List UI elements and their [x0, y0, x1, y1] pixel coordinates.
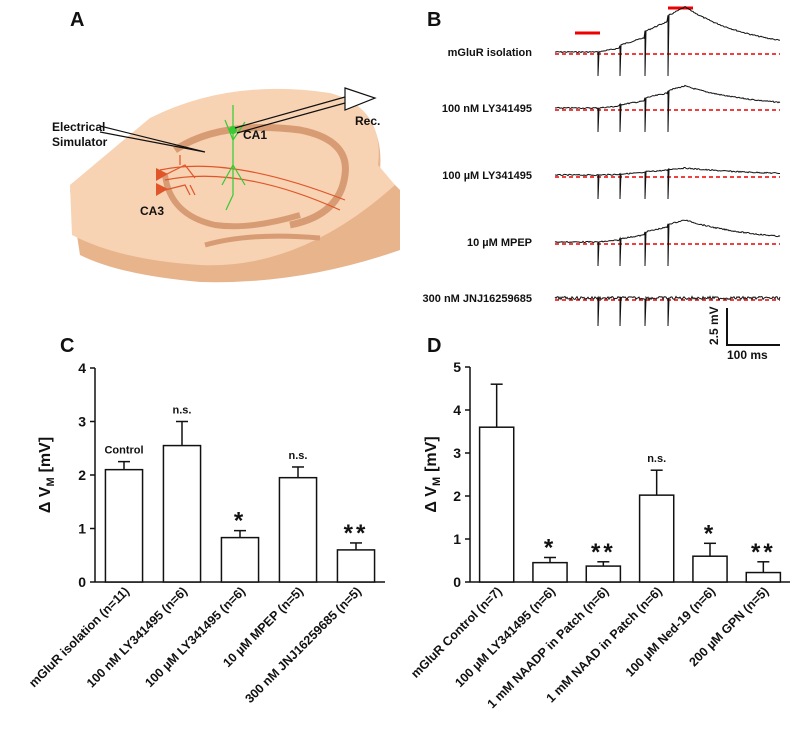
y-tick-label: 4: [78, 360, 86, 376]
bar: [104, 468, 144, 583]
panel-label: C: [60, 335, 74, 357]
bar: [278, 476, 318, 583]
bar: [478, 426, 515, 583]
region-label: CA3: [140, 204, 164, 218]
annotation: *: [704, 520, 716, 547]
y-label-part: M: [431, 477, 443, 486]
y-tick-label: 1: [453, 531, 461, 547]
y-axis-label: Δ VM [mV]: [37, 437, 57, 513]
annotation: n.s.: [173, 405, 192, 417]
fissure: [204, 233, 321, 248]
bar: [336, 549, 376, 583]
trace-label: 300 nM JNJ16259685: [423, 293, 532, 305]
ca3-neuron: [156, 168, 168, 181]
bar: [162, 444, 202, 583]
annotation: Control: [104, 445, 143, 457]
panel-label: B: [427, 9, 441, 31]
y-tick-label: 0: [78, 574, 86, 590]
stimulator-label: Electrical: [52, 120, 105, 134]
y-label-part: Δ V: [37, 486, 54, 513]
scale-bar: [726, 308, 780, 346]
x-tick-label: mGluR Control (n=7): [408, 584, 505, 681]
trace-label: 10 µM MPEP: [467, 237, 532, 249]
trace-label: 100 µM LY341495: [442, 170, 532, 182]
trace: [554, 295, 781, 327]
scale-label: 100 ms: [727, 348, 768, 362]
annotation: **: [344, 520, 369, 547]
region-label: CA1: [243, 128, 267, 142]
scale-label: 2.5 mV: [707, 306, 721, 345]
y-axis-label: Δ VM [mV]: [423, 436, 443, 512]
pyramidal-layer: [173, 124, 349, 229]
x-tick-label: 100 nM LY341495 (n=6): [84, 584, 190, 690]
recording-label: Rec.: [355, 114, 380, 128]
bar: [638, 494, 675, 583]
annotation: **: [751, 539, 776, 566]
trace: [554, 84, 781, 133]
panel-label: D: [427, 335, 441, 357]
y-tick-label: 0: [453, 574, 461, 590]
y-tick-label: 1: [78, 521, 86, 537]
y-tick-label: 2: [453, 488, 461, 504]
y-label-part: Δ V: [423, 486, 440, 513]
bar: [692, 555, 728, 583]
bar: [220, 536, 260, 583]
bar: [532, 561, 568, 583]
y-tick-label: 4: [453, 402, 461, 418]
ca3-neuron: [156, 183, 168, 196]
trace-label: mGluR isolation: [448, 47, 533, 59]
amplifier: [344, 87, 377, 111]
stimulator-label: Simulator: [52, 135, 108, 149]
trace: [554, 6, 781, 77]
trace-label: 100 nM LY341495: [442, 103, 532, 115]
y-tick-label: 3: [78, 414, 86, 430]
x-tick-label: 300 nM JNJ16259685 (n=5): [242, 584, 364, 706]
y-label-part: [mV]: [423, 436, 440, 472]
y-label-part: [mV]: [37, 437, 54, 473]
panel-label: A: [70, 9, 84, 31]
x-tick-label: mGluR isolation (n=11): [26, 584, 132, 690]
annotation: *: [234, 508, 246, 535]
slice-illustration: [70, 87, 400, 283]
y-tick-label: 3: [453, 445, 461, 461]
x-tick-label: 100 µM LY341495 (n=6): [452, 584, 558, 690]
y-tick-label: 2: [78, 467, 86, 483]
annotation: **: [591, 539, 616, 566]
schaffer-collaterals: [159, 165, 346, 211]
x-tick-label: 100 µM LY341495 (n=6): [142, 584, 248, 690]
trace: [554, 219, 781, 267]
trace: [554, 167, 780, 200]
recording-electrode: [234, 96, 346, 134]
annotation: n.s.: [289, 450, 308, 462]
annotation: *: [544, 534, 556, 561]
ca3-dendrites: [164, 155, 196, 196]
annotation: n.s.: [647, 453, 666, 465]
y-label-part: M: [45, 477, 57, 486]
bar: [585, 565, 622, 583]
dentate: [162, 174, 301, 230]
stimulator-electrode: [99, 125, 206, 153]
bar: [745, 571, 782, 583]
x-tick-label: 100 µM Ned-19 (n=6): [623, 584, 718, 679]
y-tick-label: 5: [453, 359, 461, 375]
